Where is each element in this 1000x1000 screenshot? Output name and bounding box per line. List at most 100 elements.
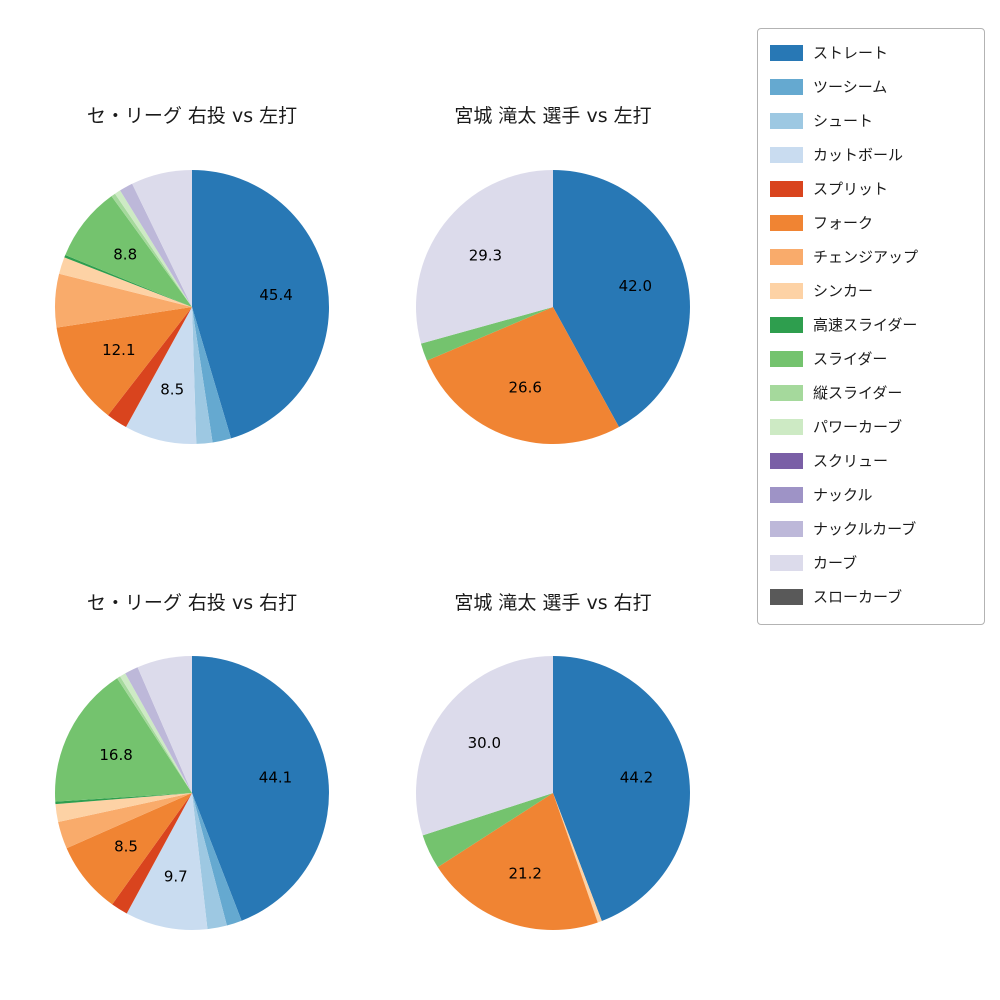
legend-item: ナックル	[770, 484, 972, 505]
legend-item-label: 高速スライダー	[813, 316, 918, 334]
pie-slice	[192, 307, 232, 443]
pie-slice-value: 8.5	[160, 381, 184, 399]
legend-item-label: スプリット	[813, 180, 889, 198]
pie-slice	[55, 793, 193, 823]
legend-swatch	[770, 112, 803, 129]
legend-item-label: スクリュー	[813, 452, 889, 470]
legend-item-label: カーブ	[813, 554, 858, 572]
chart-title-player-vs-right: 宮城 滝太 選手 vs 右打	[454, 592, 652, 614]
pie-slice	[56, 307, 192, 416]
legend-item-label: パワーカーブ	[813, 418, 903, 436]
legend-item: 高速スライダー	[770, 314, 972, 335]
pie-slice	[420, 307, 553, 361]
pie-slice-value: 8.5	[114, 838, 138, 856]
legend-item: カットボール	[770, 144, 972, 165]
pie-slice	[137, 656, 192, 793]
legend-swatch	[770, 146, 803, 163]
legend-item: チェンジアップ	[770, 246, 972, 267]
pie-slice	[126, 307, 197, 444]
legend-swatch	[770, 418, 803, 435]
legend-item-label: ツーシーム	[813, 78, 888, 96]
legend-item-label: スライダー	[813, 350, 888, 368]
legend-item: パワーカーブ	[770, 416, 972, 437]
chart-title-league-vs-right: セ・リーグ 右投 vs 右打	[86, 592, 298, 614]
pie-slice	[125, 667, 192, 793]
pie-slice	[192, 307, 213, 444]
legend-item-label: シュート	[813, 112, 874, 130]
legend-item: スライダー	[770, 348, 972, 369]
pie-slice-value: 44.1	[259, 768, 292, 786]
pie-slice	[64, 254, 192, 307]
pie-slice-value: 8.8	[113, 246, 137, 264]
legend-item: スローカーブ	[770, 586, 972, 607]
legend-item-label: ストレート	[813, 44, 889, 62]
pie-slice-value: 12.1	[102, 341, 135, 359]
legend-swatch	[770, 588, 803, 605]
pie-slice	[192, 793, 227, 930]
pie-slice-value: 26.6	[508, 378, 541, 396]
legend-item-label: ナックル	[813, 486, 873, 504]
pie-slice-value: 21.2	[508, 864, 541, 882]
pie-slice	[437, 793, 598, 930]
pie-slice	[55, 793, 192, 805]
legend-item: スクリュー	[770, 450, 972, 471]
pie-chart-league-vs-right: 44.1 9.7 8.5 16.8	[54, 656, 329, 930]
legend-item-label: スローカーブ	[813, 588, 903, 606]
pie-slice	[112, 793, 192, 914]
legend-items: ストレートツーシームシュートカットボール スプリットフォークチェンジアップ シンカー…	[770, 42, 972, 607]
legend-swatch	[770, 350, 803, 367]
chart-title-league-vs-left: セ・リーグ 右投 vs 左打	[86, 105, 298, 127]
pie-slice-value: 44.2	[620, 769, 653, 787]
legend-item: スプリット	[770, 178, 972, 199]
pie-slice	[426, 307, 619, 444]
pie-chart-player-vs-right: 44.2 21.2 30.0	[416, 656, 690, 930]
pie-slice-value: 16.8	[99, 746, 132, 764]
legend-swatch	[770, 316, 803, 333]
pie-slice-value: 30.0	[468, 734, 501, 752]
pie-slice	[132, 170, 192, 307]
legend-item-label: シンカー	[813, 282, 874, 300]
legend-item: ツーシーム	[770, 76, 972, 97]
pie-slice	[415, 170, 553, 344]
legend-swatch	[770, 384, 803, 401]
legend-item: ストレート	[770, 42, 972, 63]
legend-item: シンカー	[770, 280, 972, 301]
pie-slice-value: 42.0	[619, 277, 652, 295]
pie-slice	[120, 183, 192, 307]
pie-slice	[422, 793, 553, 868]
legend-item-label: チェンジアップ	[813, 248, 919, 266]
legend-item: 縦スライダー	[770, 382, 972, 403]
legend-swatch	[770, 554, 803, 571]
legend-swatch	[770, 486, 803, 503]
legend-item-label: フォーク	[813, 214, 874, 232]
pie-slice	[54, 273, 193, 328]
pie-chart-player-vs-left: 42.0 26.6 29.3	[415, 170, 690, 444]
legend: ストレートツーシームシュートカットボール スプリットフォークチェンジアップ シンカー…	[757, 28, 985, 625]
legend-swatch	[770, 78, 803, 95]
pie-slice-value: 45.4	[259, 286, 292, 304]
pie-slice	[58, 793, 192, 849]
legend-swatch	[770, 452, 803, 469]
pie-slice	[59, 257, 193, 307]
pie-slice	[192, 656, 329, 921]
pie-slice	[416, 656, 553, 836]
legend-item: シュート	[770, 110, 972, 131]
pie-slice	[111, 193, 192, 307]
pie-slice	[553, 656, 690, 921]
legend-item-label: 縦スライダー	[813, 384, 903, 402]
legend-swatch	[770, 214, 803, 231]
legend-item: ナックルカーブ	[770, 518, 972, 539]
pie-chart-league-vs-left: 45.4 8.5 12.1 8.8	[54, 170, 330, 444]
pie-slice	[192, 793, 242, 926]
pie-slice-value: 9.7	[164, 867, 188, 885]
pie-slice	[553, 170, 690, 428]
pie-slice	[120, 673, 192, 793]
legend-swatch	[770, 44, 803, 61]
legend-item-label: ナックルカーブ	[813, 520, 917, 538]
pie-slice	[66, 793, 192, 905]
legend-swatch	[770, 282, 803, 299]
legend-item-label: カットボール	[813, 146, 904, 164]
legend-item: カーブ	[770, 552, 972, 573]
